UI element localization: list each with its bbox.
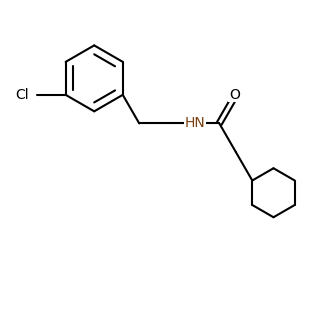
Text: HN: HN bbox=[184, 116, 205, 130]
Text: Cl: Cl bbox=[15, 88, 29, 102]
Text: O: O bbox=[229, 88, 240, 102]
